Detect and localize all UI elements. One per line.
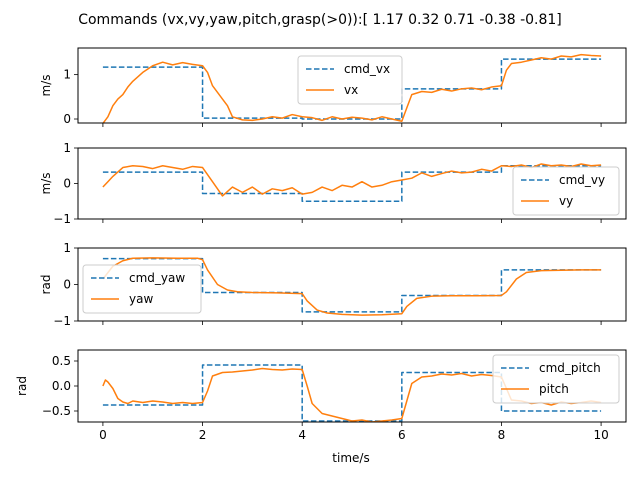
y-tick-label: 0 [63, 112, 71, 126]
legend-box [512, 166, 620, 216]
series-line-cmd_vy [102, 165, 602, 202]
legend-label-pitch: pitch [539, 382, 569, 396]
series-line-vx [102, 53, 602, 123]
y-tick-label: −1 [53, 212, 71, 226]
x-tick-label: 4 [298, 428, 306, 442]
y-tick-label: −1 [53, 314, 71, 328]
legend-label-vy: vy [559, 194, 573, 208]
legend-box [82, 264, 202, 314]
y-tick-label: 0 [63, 278, 71, 292]
y-tick-label: 0.0 [52, 379, 71, 393]
axes-frame [77, 47, 627, 124]
series-line-cmd_vx [102, 58, 602, 120]
y-tick-label: 0 [63, 177, 71, 191]
x-tick-label: 0 [99, 428, 107, 442]
legend-label-cmd_pitch: cmd_pitch [539, 361, 601, 375]
x-tick-label: 2 [199, 428, 207, 442]
y-tick-label: 1 [63, 241, 71, 255]
x-tick-label: 10 [593, 428, 608, 442]
y-axis-label: m/s [39, 75, 53, 97]
y-axis-label: rad [39, 275, 53, 295]
figure-title: Commands (vx,vy,yaw,pitch,grasp(>0)):[ 1… [78, 12, 562, 28]
x-tick-label: 8 [498, 428, 506, 442]
y-axis-label: m/s [39, 173, 53, 195]
series-line-yaw [102, 257, 602, 316]
series-line-vy [102, 163, 602, 197]
legend-label-cmd_yaw: cmd_yaw [129, 271, 185, 285]
y-axis-label: rad [15, 376, 29, 396]
y-tick-label: 1 [63, 141, 71, 155]
y-tick-label: −0.5 [42, 404, 71, 418]
y-tick-label: 1 [63, 68, 71, 82]
legend-label-cmd_vy: cmd_vy [559, 173, 605, 187]
x-axis-label: time/s [332, 451, 369, 465]
x-tick-label: 6 [398, 428, 406, 442]
legend-label-yaw: yaw [129, 292, 153, 306]
series-line-cmd_yaw [102, 257, 602, 313]
y-tick-label: 0.5 [52, 354, 71, 368]
legend-box [492, 354, 620, 404]
legend-box [297, 55, 403, 105]
legend-label-vx: vx [344, 83, 358, 97]
legend-label-cmd_vx: cmd_vx [344, 62, 390, 76]
